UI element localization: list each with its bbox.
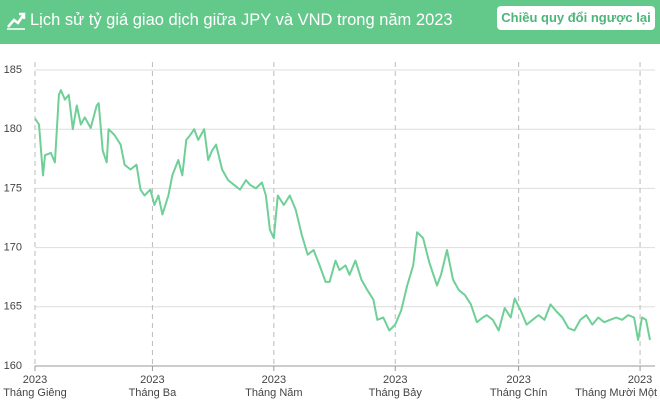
title: Lịch sử tỷ giá giao dịch giữa JPY và VND… [30, 11, 453, 29]
x-tick-label: 2023 [383, 374, 407, 386]
y-tick-label: 170 [4, 242, 22, 254]
y-tick-label: 160 [4, 360, 22, 372]
x-tick-label: Tháng Giêng [3, 387, 67, 399]
chart-icon [7, 12, 26, 30]
x-tick-label: Tháng Ba [129, 387, 178, 399]
x-tick-label: Tháng Năm [245, 387, 302, 399]
x-tick-label: 2023 [140, 374, 164, 386]
y-tick-label: 180 [4, 123, 22, 135]
header: Lịch sử tỷ giá giao dịch giữa JPY và VND… [0, 0, 660, 44]
x-tick-label: 2023 [628, 374, 652, 386]
x-tick-label: Tháng Chín [490, 387, 547, 399]
x-tick-label: Tháng Mười Một [575, 387, 657, 399]
y-tick-label: 165 [4, 301, 22, 313]
x-tick-label: 2023 [23, 374, 47, 386]
x-tick-label: 2023 [506, 374, 530, 386]
x-tick-label: 2023 [262, 374, 286, 386]
y-tick-label: 175 [4, 182, 22, 194]
swap-button[interactable]: Chiều quy đổi ngược lại [497, 6, 655, 30]
rate-line [34, 89, 651, 341]
x-tick-label: Tháng Bảy [369, 387, 423, 399]
y-tick-label: 185 [4, 64, 22, 76]
